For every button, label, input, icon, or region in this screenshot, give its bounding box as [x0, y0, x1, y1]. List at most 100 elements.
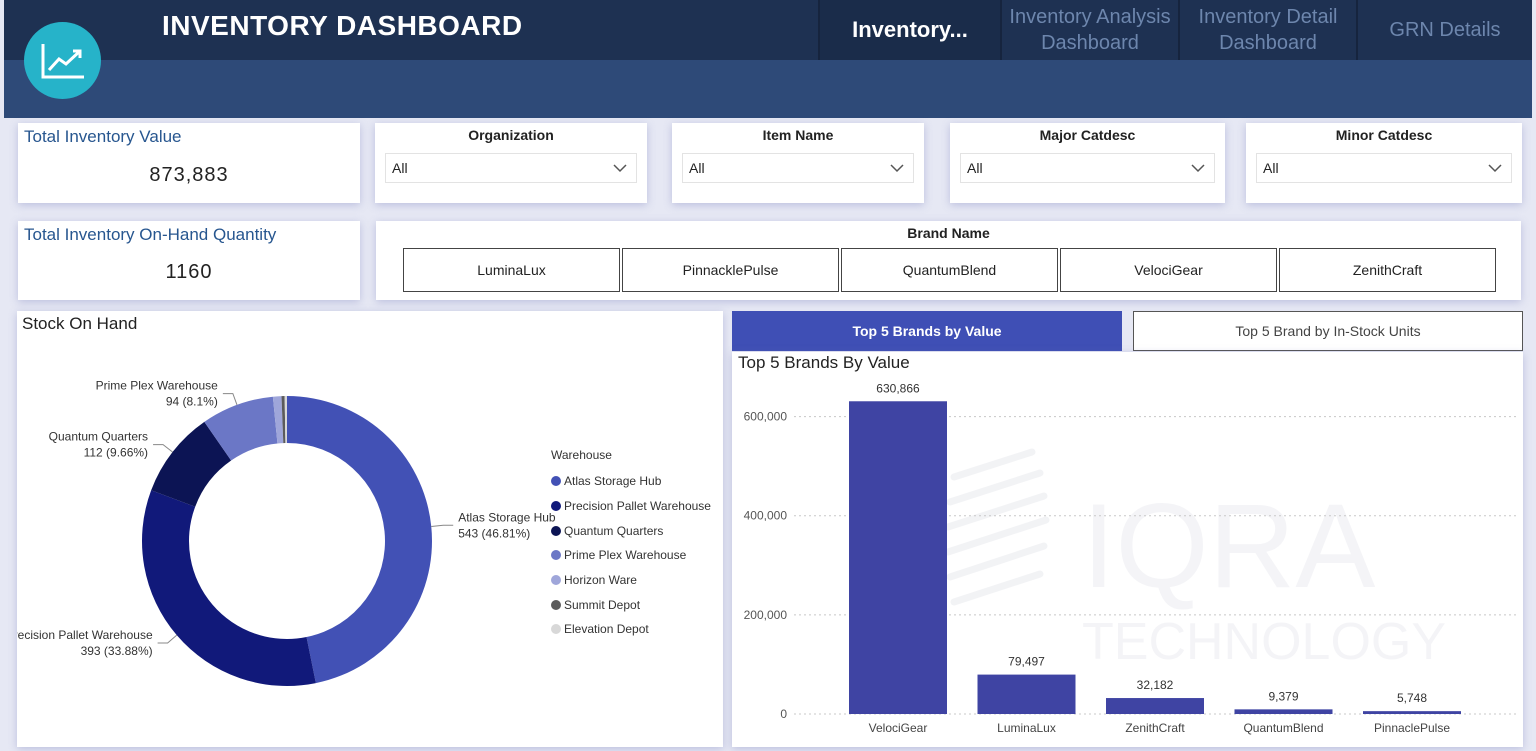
legend-item-precision-pallet-warehouse[interactable]: Precision Pallet Warehouse: [551, 494, 711, 519]
bar-value-label: 79,497: [1008, 655, 1045, 669]
nav-divider: [818, 0, 820, 60]
bar-luminalux: [977, 674, 1076, 714]
bar-pinnaclepulse: [1363, 711, 1461, 714]
y-tick-label: 400,000: [744, 509, 788, 523]
legend-marker: [551, 501, 561, 512]
slicer-title: Item Name: [762, 127, 834, 143]
brand-button-velocigear[interactable]: VelociGear: [1060, 248, 1277, 292]
tab-label-line2: Dashboard: [1219, 32, 1317, 54]
legend-item-elevation-depot[interactable]: Elevation Depot: [551, 617, 711, 642]
tab-inventory-detail[interactable]: Inventory Detail Dashboard: [1180, 0, 1356, 60]
legend-item-prime-plex-warehouse[interactable]: Prime Plex Warehouse: [551, 543, 711, 568]
y-tick-label: 600,000: [744, 410, 788, 424]
chart-trend-icon: [24, 22, 101, 99]
donut-slice-quantum-quarters: [151, 421, 232, 507]
dropdown-value: All: [967, 160, 983, 176]
data-label-name: Atlas Storage Hub: [458, 510, 556, 524]
organization-dropdown[interactable]: All: [385, 153, 637, 183]
brand-button-quantumblend[interactable]: QuantumBlend: [841, 248, 1058, 292]
kpi-value: 1160: [165, 261, 213, 283]
slicer-title: Brand Name: [907, 225, 990, 241]
y-tick-label: 200,000: [744, 608, 788, 622]
tab-top5-by-value[interactable]: Top 5 Brands by Value: [732, 311, 1122, 351]
brand-button-pinnaclepulse[interactable]: PinnacklePulse: [622, 248, 839, 292]
tab-label-line1: Inventory Detail: [1198, 6, 1338, 28]
tab-label-line2: Dashboard: [1041, 32, 1139, 54]
legend-title: Warehouse: [551, 448, 612, 462]
data-label-value: 543 (46.81%): [458, 526, 530, 540]
label-leader-line: [222, 393, 238, 406]
dropdown-value: All: [689, 160, 705, 176]
watermark-subtext: TECHNOLOGY: [1082, 613, 1446, 671]
bar-value-label: 630,866: [876, 381, 920, 395]
legend-marker: [551, 624, 561, 635]
legend-item-quantum-quarters[interactable]: Quantum Quarters: [551, 518, 711, 543]
legend-marker: [551, 550, 561, 561]
kpi-label: Total Inventory On-Hand Quantity: [24, 225, 277, 244]
legend-label: Quantum Quarters: [564, 523, 664, 538]
bar-value-label: 5,748: [1397, 691, 1427, 705]
brand-button-zenithcraft[interactable]: ZenithCraft: [1279, 248, 1496, 292]
donut-chart: Atlas Storage Hub 543 (46.81%) Precision P…: [17, 379, 556, 686]
slicer-title: Minor Catdesc: [1335, 127, 1433, 143]
x-tick-label: VelociGear: [869, 721, 928, 735]
legend-marker: [551, 575, 561, 586]
bar-chart: 0 200,000 400,000 600,000 630,866 VelociGear 7…: [744, 381, 1517, 735]
kpi-card-on-hand: Total Inventory On-Hand Quantity 1160: [18, 221, 360, 300]
item-name-dropdown[interactable]: All: [682, 153, 914, 183]
header-top: [4, 0, 1532, 60]
legend-item-horizon-ware[interactable]: Horizon Ware: [551, 568, 711, 593]
legend-item-summit-depot[interactable]: Summit Depot: [551, 592, 711, 617]
nav-divider: [1178, 0, 1180, 60]
major-catdesc-dropdown[interactable]: All: [960, 153, 1215, 183]
x-tick-label: PinnaclePulse: [1374, 721, 1450, 735]
bar-quantumblend: [1234, 709, 1333, 714]
legend-label: Precision Pallet Warehouse: [564, 499, 711, 514]
chart-title: Top 5 Brands By Value: [738, 353, 910, 372]
bar-value-label: 9,379: [1268, 689, 1298, 703]
dropdown-value: All: [1263, 160, 1279, 176]
legend-items: Atlas Storage Hub Precision Pallet Wareho…: [551, 469, 711, 642]
chevron-down-icon: [1191, 164, 1205, 173]
tab-grn-details[interactable]: GRN Details: [1389, 19, 1501, 41]
data-label-name: Precision Pallet Warehouse: [17, 628, 153, 642]
slicer-brand-name: Brand Name LuminaLux PinnacklePulse Quan…: [376, 221, 1521, 300]
chevron-down-icon: [613, 164, 627, 173]
minor-catdesc-dropdown[interactable]: All: [1256, 153, 1512, 183]
donut-slice-atlas-storage-hub: [287, 396, 433, 684]
slicer-major-catdesc: Major Catdesc All: [950, 123, 1225, 203]
kpi-value: 873,883: [149, 164, 229, 186]
top5-brands-card: IQRA TECHNOLOGY Top 5 Brands By Value 0 2…: [732, 352, 1523, 747]
slicer-title: Major Catdesc: [1039, 127, 1136, 143]
legend-marker: [551, 525, 561, 536]
x-tick-label: QuantumBlend: [1243, 721, 1323, 735]
tab-inventory-analysis[interactable]: Inventory Analysis Dashboard: [1002, 0, 1178, 60]
kpi-card-total-value: Total Inventory Value 873,883: [18, 123, 360, 203]
tab-inventory-dashboard[interactable]: Inventory...: [820, 0, 1000, 60]
tab-top5-by-units[interactable]: Top 5 Brand by In-Stock Units: [1133, 311, 1523, 351]
label-leader-line: [157, 634, 178, 644]
donut-slice-precision-pallet-warehouse: [141, 490, 316, 686]
brand-button-luminalux[interactable]: LuminaLux: [403, 248, 620, 292]
x-tick-label: ZenithCraft: [1125, 721, 1185, 735]
legend-marker: [551, 599, 561, 610]
legend-label: Atlas Storage Hub: [564, 474, 662, 489]
donut-legend: Warehouse Atlas Storage Hub Precision Pal…: [551, 448, 711, 642]
tab-label-line1: Inventory Analysis: [1009, 6, 1171, 28]
donut-slice-prime-plex-warehouse: [204, 396, 278, 461]
legend-label: Elevation Depot: [564, 622, 649, 637]
nav-divider: [1000, 0, 1002, 60]
legend-label: Horizon Ware: [564, 573, 637, 588]
data-label-value: 112 (9.66%): [84, 446, 148, 460]
slicer-title: Organization: [468, 127, 554, 143]
bar-velocigear: [849, 401, 947, 714]
data-label-value: 94 (8.1%): [166, 395, 218, 409]
data-label-value: 393 (33.88%): [81, 644, 153, 658]
header-bar: INVENTORY DASHBOARD Inventory... Invento…: [4, 0, 1532, 118]
slicer-organization: Organization All: [375, 123, 647, 203]
data-label-name: Quantum Quarters: [49, 430, 148, 444]
legend-marker: [551, 476, 561, 487]
kpi-label: Total Inventory Value: [24, 127, 182, 146]
legend-item-atlas-storage-hub[interactable]: Atlas Storage Hub: [551, 469, 711, 494]
nav-divider: [1356, 0, 1358, 60]
